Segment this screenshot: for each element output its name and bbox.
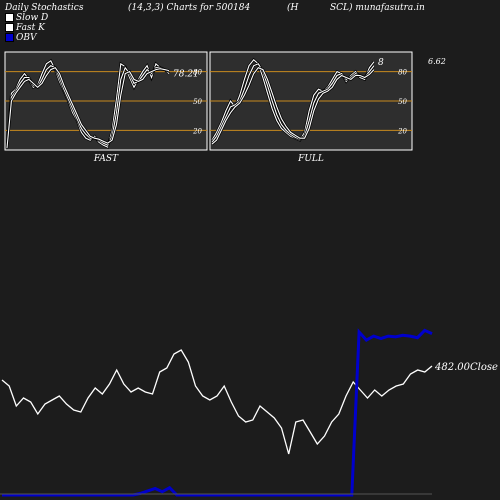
legend-item-fast-k: Fast K	[5, 23, 45, 33]
close-value-label: 482.00Close	[434, 362, 498, 373]
legend-item-slow-d: Slow D	[5, 13, 48, 23]
chart-title: Daily Stochastics	[5, 3, 84, 13]
y-tick-label-80: 80	[193, 69, 202, 77]
last-value-label: 8	[378, 58, 384, 68]
full-stochastics-panel: 80 50 20 8 FULL 6.62	[209, 51, 446, 164]
legend-item-obv: OBV	[5, 33, 37, 43]
series-line-2	[211, 67, 375, 145]
chart-symbol: (H	[287, 3, 299, 13]
y-tick-label-20: 20	[397, 127, 407, 135]
legend-swatch-fast-k	[5, 23, 14, 32]
obv-line	[2, 328, 433, 497]
legend-swatch-obv	[5, 33, 14, 42]
y-tick-label-20: 20	[192, 127, 202, 135]
chart-params: (14,3,3) Charts for 500184	[128, 3, 251, 13]
series-line-2	[6, 67, 170, 149]
legend-label-obv: OBV	[16, 33, 37, 43]
y-tick-label-80: 80	[398, 69, 407, 77]
price-obv-panel: 482.00Close	[0, 328, 498, 497]
y-tick-label-50: 50	[193, 98, 202, 106]
legend-label-slow-d: Slow D	[16, 13, 49, 23]
legend-swatch-slow-d	[5, 13, 14, 22]
panel-name-label: FULL	[297, 154, 324, 164]
chart-site: SCL) munafasutra.in	[330, 3, 425, 13]
legend-label-fast-k: Fast K	[16, 23, 45, 33]
panel-name-label: FAST	[93, 154, 119, 164]
last-value-label: 78.21	[173, 70, 199, 80]
side-value-label: 6.62	[428, 57, 446, 66]
price-line	[1, 349, 433, 455]
y-tick-label-50: 50	[398, 98, 407, 106]
fast-stochastics-panel: 80 50 20 78.21 FAST	[4, 51, 208, 164]
